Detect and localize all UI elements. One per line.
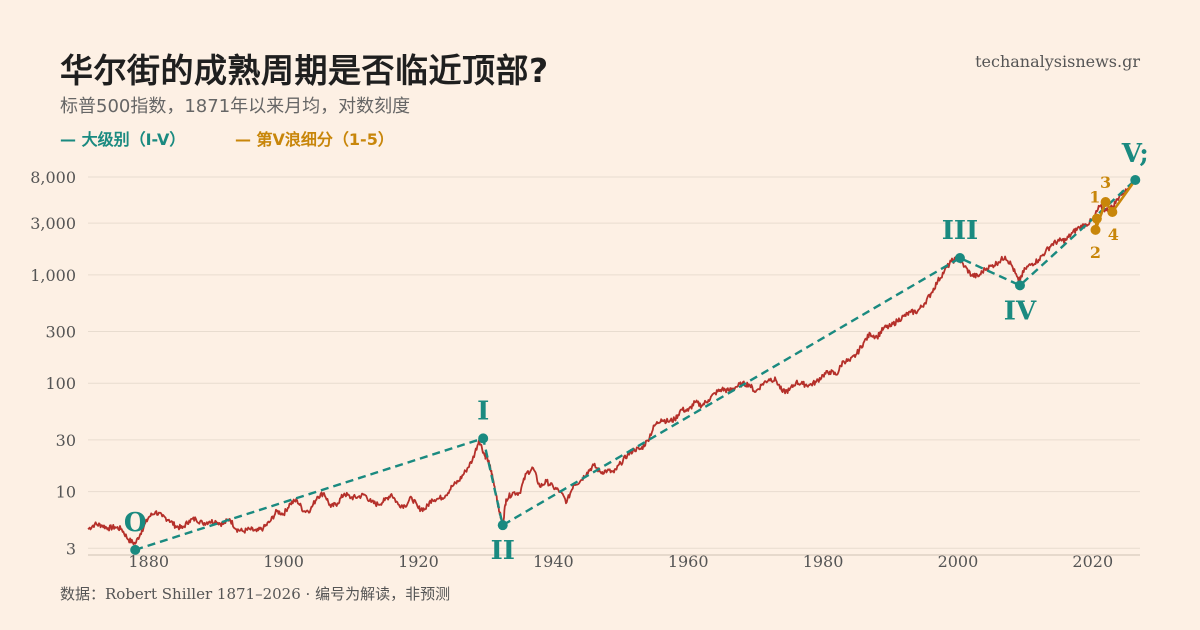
y-tick-label: 100 xyxy=(45,374,76,393)
x-tick-label: 1940 xyxy=(533,552,574,571)
y-tick-label: 1,000 xyxy=(30,266,76,285)
x-tick-label: 1900 xyxy=(263,552,304,571)
y-tick-label: 8,000 xyxy=(30,168,76,187)
minor-wave-point xyxy=(1090,224,1101,235)
major-wave-point xyxy=(130,544,141,555)
minor-wave-label: 1 xyxy=(1089,188,1100,207)
y-gridlines xyxy=(88,176,1140,556)
major-wave-point xyxy=(497,520,508,531)
y-tick-label: 300 xyxy=(45,323,76,342)
site-name: techanalysisnews.gr xyxy=(975,52,1140,71)
minor-wave-point xyxy=(1107,207,1118,218)
legend-minor-waves: — 第V浪细分（1-5） xyxy=(234,130,394,149)
major-wave-point xyxy=(954,253,965,264)
x-tick-label: 2020 xyxy=(1072,552,1113,571)
legend: — 大级别（I-V） — 第V浪细分（1-5） xyxy=(60,126,438,150)
x-tick-label: 1920 xyxy=(398,552,439,571)
y-tick-label: 3,000 xyxy=(30,214,76,233)
minor-wave-label: 3 xyxy=(1100,173,1111,192)
major-wave-label: IV xyxy=(1004,296,1037,326)
major-wave-point xyxy=(1130,175,1141,186)
minor-wave-point xyxy=(1100,197,1111,208)
price-line xyxy=(87,177,1135,546)
minor-wave-label: 4 xyxy=(1108,225,1119,244)
wave-points xyxy=(130,175,1141,555)
major-wave-point xyxy=(478,433,489,444)
y-tick-label: 30 xyxy=(56,431,76,450)
x-tick-label: 1980 xyxy=(803,552,844,571)
y-tick-label: 3 xyxy=(66,539,76,558)
x-tick-labels: 1880 1900 1920 1940 1960 1980 2000 2020 xyxy=(128,552,1113,571)
y-tick-label: 10 xyxy=(56,483,76,502)
chart-title: 华尔街的成熟周期是否临近顶部? xyxy=(60,51,549,90)
major-wave-label: III xyxy=(942,216,979,246)
data-source: 数据：Robert Shiller 1871–2026 · 编号为解读，非预测 xyxy=(60,585,451,603)
x-tick-label: 1880 xyxy=(128,552,169,571)
major-wave-label: I xyxy=(477,396,489,426)
major-wave-label: O xyxy=(124,508,147,538)
major-wave-label: V; xyxy=(1121,139,1149,169)
major-wave-label: II xyxy=(491,536,515,566)
major-wave-point xyxy=(1014,280,1025,291)
chart-subtitle: 标普500指数，1871年以来月均，对数刻度 xyxy=(60,96,411,117)
x-tick-label: 1960 xyxy=(668,552,709,571)
minor-wave-label: 2 xyxy=(1090,243,1101,262)
legend-major-waves: — 大级别（I-V） xyxy=(60,130,186,149)
x-tick-label: 2000 xyxy=(938,552,979,571)
y-tick-labels: 3 10 30 100 300 1,000 3,000 8,000 xyxy=(30,168,76,558)
minor-wave-point xyxy=(1091,213,1102,224)
major-wave-path xyxy=(134,179,1137,552)
